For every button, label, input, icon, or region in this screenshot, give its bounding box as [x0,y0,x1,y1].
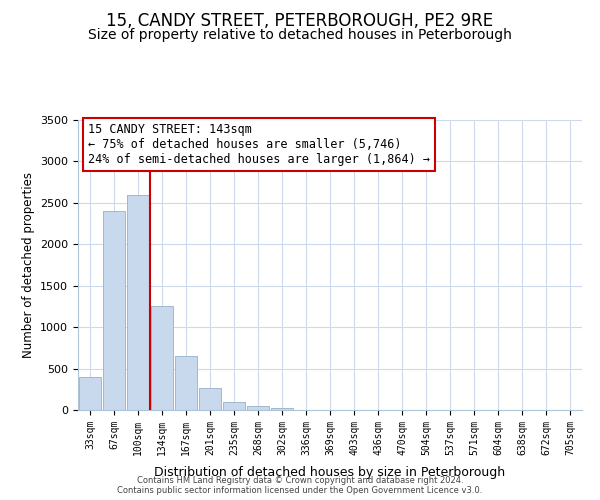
Bar [175,356,197,410]
Bar [151,306,173,410]
Bar [103,211,125,410]
Text: 15, CANDY STREET, PETERBOROUGH, PE2 9RE: 15, CANDY STREET, PETERBOROUGH, PE2 9RE [106,12,494,30]
Bar [79,377,101,410]
Text: Contains public sector information licensed under the Open Government Licence v3: Contains public sector information licen… [118,486,482,495]
Text: Contains HM Land Registry data © Crown copyright and database right 2024.: Contains HM Land Registry data © Crown c… [137,476,463,485]
Bar [271,408,293,410]
Bar [247,406,269,410]
X-axis label: Distribution of detached houses by size in Peterborough: Distribution of detached houses by size … [154,466,506,479]
Bar [127,194,149,410]
Y-axis label: Number of detached properties: Number of detached properties [22,172,35,358]
Text: 15 CANDY STREET: 143sqm
← 75% of detached houses are smaller (5,746)
24% of semi: 15 CANDY STREET: 143sqm ← 75% of detache… [88,123,430,166]
Bar [199,388,221,410]
Text: Size of property relative to detached houses in Peterborough: Size of property relative to detached ho… [88,28,512,42]
Bar [223,402,245,410]
